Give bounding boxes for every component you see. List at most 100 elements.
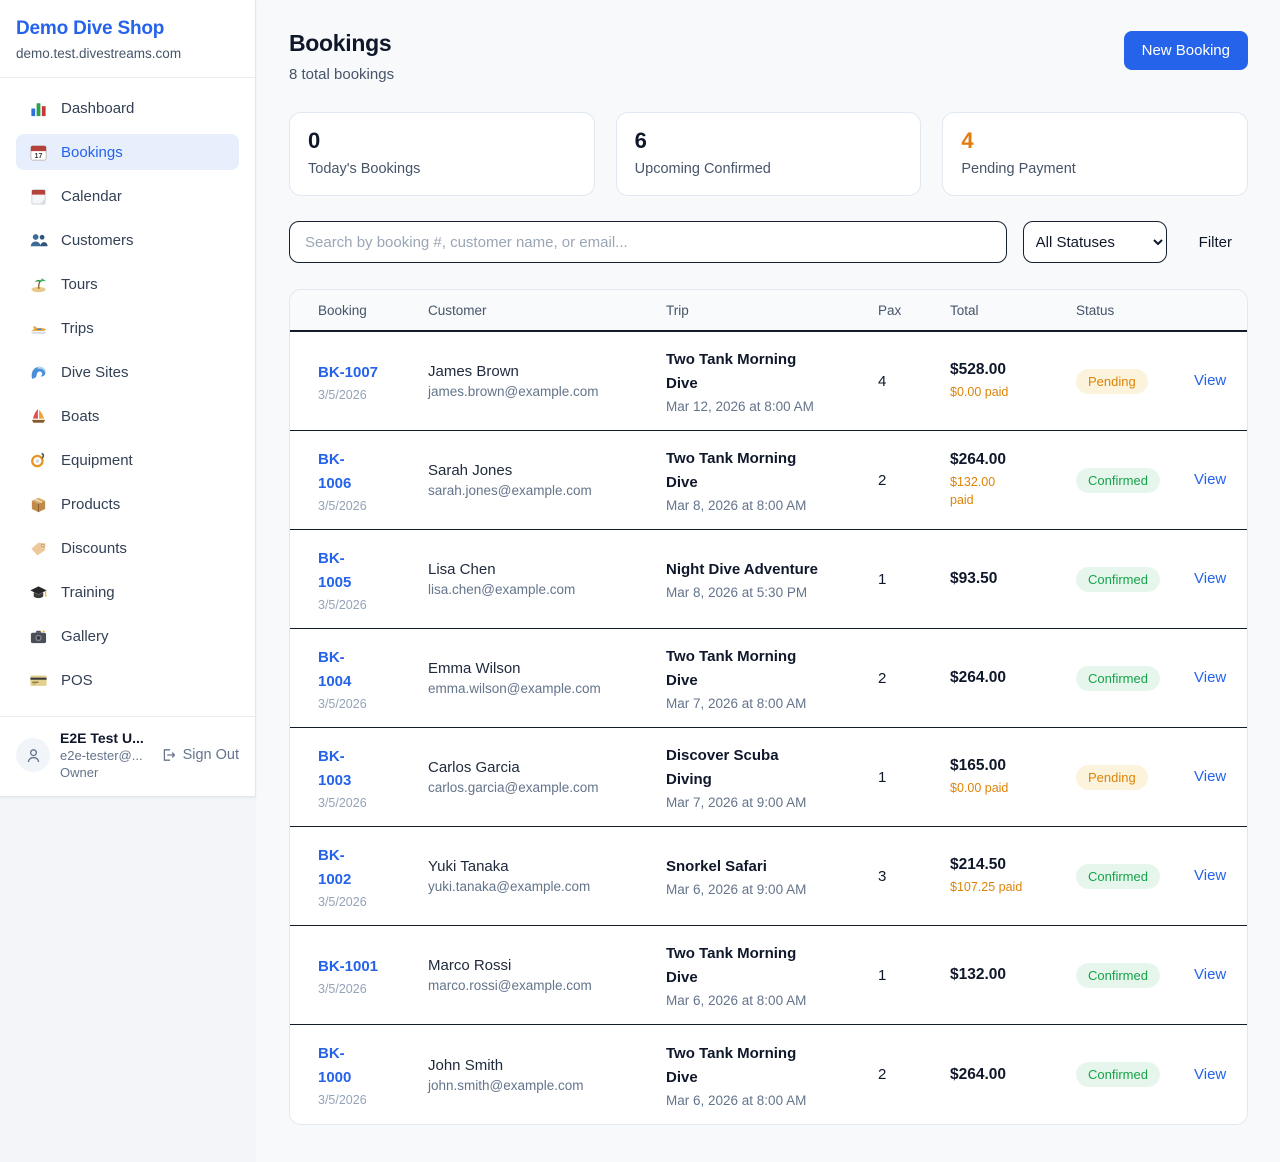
pax-count: 2 [878,669,887,687]
view-link[interactable]: View [1194,966,1227,983]
total-amount: $528.00 [950,360,1007,378]
sidebar-item-products[interactable]: Products [16,486,239,522]
sidebar-item-discounts[interactable]: Discounts [16,530,239,566]
filter-button[interactable]: Filter [1198,233,1232,251]
column-header: Customer [428,302,487,318]
status-filter-select[interactable]: All Statuses [1022,221,1167,263]
status-badge: Pending [1076,764,1148,790]
view-link[interactable]: View [1194,1065,1227,1083]
trip-name: Two Tank Morning Dive [666,351,797,392]
paid-amount: $132.00 paid [950,474,996,507]
total-amount: $264.00 [950,1065,1007,1083]
stat-value: 4 [961,128,974,153]
column-header: Trip [666,302,689,318]
sidebar-item-boats[interactable]: Boats [16,398,239,434]
trip-name: Discover Scuba Diving [666,747,779,788]
sidebar-item-bookings[interactable]: 17 Bookings [16,134,239,170]
sidebar-header: Demo Dive Shop demo.test.divestreams.com [0,0,255,78]
sidebar-item-training[interactable]: Training [16,574,239,610]
customer-name: Sarah Jones [428,462,513,479]
stat-value: 6 [634,128,647,153]
booking-id-link[interactable]: BK-1001 [318,957,379,975]
view-link[interactable]: View [1194,768,1227,785]
trip-name: Night Dive Adventure [666,561,818,578]
sidebar-item-trips[interactable]: Trips [16,310,239,346]
sidebar-item-equipment[interactable]: Equipment [16,442,239,478]
view-link[interactable]: View [1194,867,1227,884]
label-tag-icon [28,538,48,558]
sidebar-item-dashboard[interactable]: Dashboard [16,90,239,126]
sidebar-item-label: Discounts [61,539,127,557]
sign-out-icon [163,749,175,761]
stat-card: 0 Today's Bookings [289,112,595,196]
paid-amount: $0.00 paid [950,780,1009,795]
speedboat-icon [28,318,48,338]
booking-id-link[interactable]: BK- 1004 [318,648,352,690]
new-booking-button[interactable]: New Booking [1123,31,1248,70]
customer-name: Carlos Garcia [428,759,520,776]
customer-email: marco.rossi@example.com [428,978,592,993]
view-link[interactable]: View [1194,372,1227,389]
total-amount: $264.00 [950,450,1007,468]
sidebar-item-calendar[interactable]: Calendar [16,178,239,214]
booking-date: 3/5/2026 [318,981,367,996]
table-row: BK-1007 3/5/2026 James Brown james.brown… [290,332,1247,431]
sidebar-item-tours[interactable]: Tours [16,266,239,302]
trip-datetime: Mar 12, 2026 at 8:00 AM [666,399,814,414]
package-icon [28,494,48,514]
diving-mask-icon [28,450,48,470]
sidebar-item-gallery[interactable]: Gallery [16,618,239,654]
sidebar-item-label: Products [61,495,121,513]
user-role: Owner [60,765,99,780]
shop-name: Demo Dive Shop [16,18,165,39]
sidebar-item-label: Gallery [61,627,109,645]
stat-label: Upcoming Confirmed [634,161,771,177]
sidebar-item-customers[interactable]: Customers [16,222,239,258]
table-header-row: Booking Customer Trip Pax Total Status [290,290,1247,332]
column-header: Booking [318,302,367,318]
sign-out-button[interactable]: Sign Out [160,747,239,763]
table-row: BK- 1006 3/5/2026 Sarah Jones sarah.jone… [290,431,1247,530]
pax-count: 1 [878,768,887,786]
trip-datetime: Mar 7, 2026 at 9:00 AM [666,795,807,810]
sidebar-item-pos[interactable]: POS [16,662,239,698]
table-row: BK- 1004 3/5/2026 Emma Wilson emma.wilso… [290,629,1247,728]
total-amount: $165.00 [950,756,1007,774]
booking-id-link[interactable]: BK-1007 [318,363,379,381]
booking-id-link[interactable]: BK- 1003 [318,747,352,789]
main-content: Bookings 8 total bookings New Booking 0 … [256,0,1280,1162]
trip-datetime: Mar 6, 2026 at 8:00 AM [666,993,807,1008]
view-link[interactable]: View [1194,570,1227,587]
customer-email: lisa.chen@example.com [428,582,576,597]
trip-datetime: Mar 7, 2026 at 8:00 AM [666,696,807,711]
table-row: BK- 1000 3/5/2026 John Smith john.smith@… [290,1025,1247,1124]
column-header: Pax [878,302,902,318]
booking-id-link[interactable]: BK- 1002 [318,846,352,888]
booking-id-link[interactable]: BK- 1000 [318,1045,352,1086]
sidebar-item-dive-sites[interactable]: Dive Sites [16,354,239,390]
booking-date: 3/5/2026 [318,387,367,402]
trip-name: Snorkel Safari [666,858,767,875]
booking-date: 3/5/2026 [318,498,367,513]
table-row: BK-1001 3/5/2026 Marco Rossi marco.rossi… [290,926,1247,1025]
table-row: BK- 1005 3/5/2026 Lisa Chen lisa.chen@ex… [290,530,1247,629]
person-icon [27,748,39,762]
graduation-cap-icon [28,582,48,602]
booking-date: 3/5/2026 [318,597,367,612]
sidebar: Demo Dive Shop demo.test.divestreams.com… [0,0,256,797]
search-input[interactable] [289,221,1007,263]
view-link[interactable]: View [1194,669,1227,686]
stat-card: 6 Upcoming Confirmed [615,112,922,196]
customer-email: sarah.jones@example.com [428,483,592,498]
booking-id-link[interactable]: BK- 1005 [318,549,352,591]
page-subtitle: 8 total bookings [289,66,395,83]
trip-name: Two Tank Morning Dive [666,450,797,491]
credit-card-icon [28,670,48,690]
view-link[interactable]: View [1194,471,1227,488]
booking-date: 3/5/2026 [318,795,367,810]
booking-id-link[interactable]: BK- 1006 [318,450,352,492]
trip-name: Two Tank Morning Dive [666,1044,797,1086]
stat-value: 0 [308,128,321,153]
wave-icon [28,362,48,382]
trip-name: Two Tank Morning Dive [666,648,797,689]
